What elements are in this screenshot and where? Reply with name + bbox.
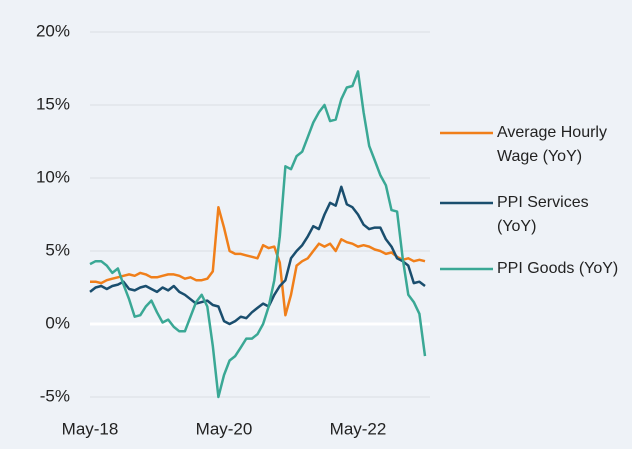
legend-label: PPI Services (YoY)	[497, 194, 589, 235]
x-tick-label: May-20	[196, 419, 253, 438]
y-tick-label: -5%	[40, 386, 70, 405]
y-tick-label: 10%	[36, 167, 70, 186]
y-tick-label: 20%	[36, 21, 70, 40]
x-tick-label: May-22	[330, 419, 387, 438]
x-tick-label: May-18	[62, 419, 119, 438]
legend-label: Average Hourly Wage (YoY)	[497, 124, 607, 165]
y-tick-label: 0%	[45, 313, 70, 332]
series-line	[90, 205, 426, 317]
legend-label: PPI Goods (YoY)	[497, 260, 619, 277]
series-line	[89, 185, 426, 326]
series-line	[89, 70, 427, 399]
y-tick-label: 5%	[45, 240, 70, 259]
y-tick-label: 15%	[36, 94, 70, 113]
